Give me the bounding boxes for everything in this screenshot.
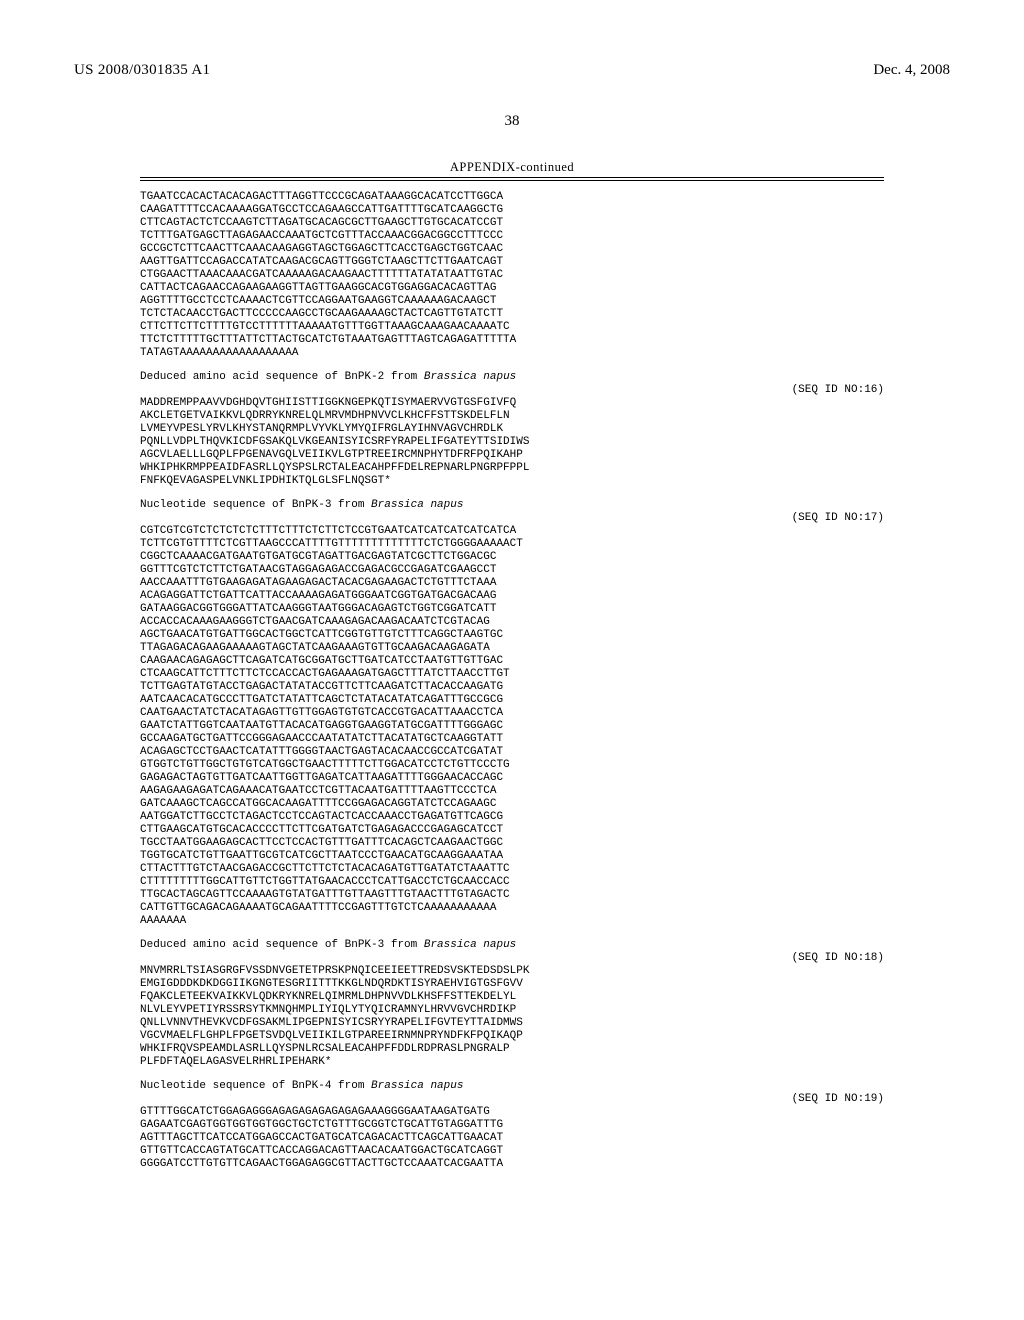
sequence-title-text: Deduced amino acid sequence of BnPK-2 fr… (140, 371, 424, 383)
sequence-lines: TGAATCCACACTACACAGACTTTAGGTTCCCGCAGATAAA… (140, 191, 884, 360)
sequence-blocks: TGAATCCACACTACACAGACTTTAGGTTCCCGCAGATAAA… (140, 191, 884, 1171)
appendix-title: APPENDIX-continued (140, 160, 884, 175)
sequence-lines: GTTTTGGCATCTGGAGAGGGAGAGAGAGAGAGAGAAAGGG… (140, 1106, 884, 1171)
sequence-id: (SEQ ID NO:16) (140, 384, 884, 397)
divider (140, 180, 884, 181)
species-name: Brassica napus (371, 499, 463, 511)
sequence-header: Nucleotide sequence of BnPK-4 from Brass… (140, 1080, 884, 1093)
page: US 2008/0301835 A1 Dec. 4, 2008 38 APPEN… (0, 0, 1024, 1320)
divider (140, 177, 884, 178)
sequence-header: Deduced amino acid sequence of BnPK-2 fr… (140, 371, 884, 384)
species-name: Brassica napus (424, 371, 516, 383)
species-name: Brassica napus (371, 1080, 463, 1092)
sequence-id: (SEQ ID NO:18) (140, 952, 884, 965)
sequence-lines: MNVMRRLTSIASGRGFVSSDNVGETETPRSKPNQICEEIE… (140, 965, 884, 1069)
species-name: Brassica napus (424, 939, 516, 951)
sequence-id: (SEQ ID NO:19) (140, 1093, 884, 1106)
content-area: APPENDIX-continued TGAATCCACACTACACAGACT… (0, 160, 1024, 1171)
sequence-header: Nucleotide sequence of BnPK-3 from Brass… (140, 499, 884, 512)
page-header: US 2008/0301835 A1 Dec. 4, 2008 (0, 62, 1024, 79)
sequence-lines: CGTCGTCGTCTCTCTCTCTTTCTTTCTCTTCTCCGTGAAT… (140, 525, 884, 928)
sequence-header: Deduced amino acid sequence of BnPK-3 fr… (140, 939, 884, 952)
sequence-title-text: Nucleotide sequence of BnPK-4 from (140, 1080, 371, 1092)
sequence-title-text: Nucleotide sequence of BnPK-3 from (140, 499, 371, 511)
sequence-title-text: Deduced amino acid sequence of BnPK-3 fr… (140, 939, 424, 951)
sequence-id: (SEQ ID NO:17) (140, 512, 884, 525)
publication-number: US 2008/0301835 A1 (74, 62, 210, 79)
page-number: 38 (0, 113, 1024, 130)
header-row: US 2008/0301835 A1 Dec. 4, 2008 (74, 62, 950, 79)
publication-date: Dec. 4, 2008 (873, 62, 950, 79)
sequence-lines: MADDREMPPAAVVDGHDQVTGHIISTTIGGKNGEPKQTIS… (140, 397, 884, 488)
